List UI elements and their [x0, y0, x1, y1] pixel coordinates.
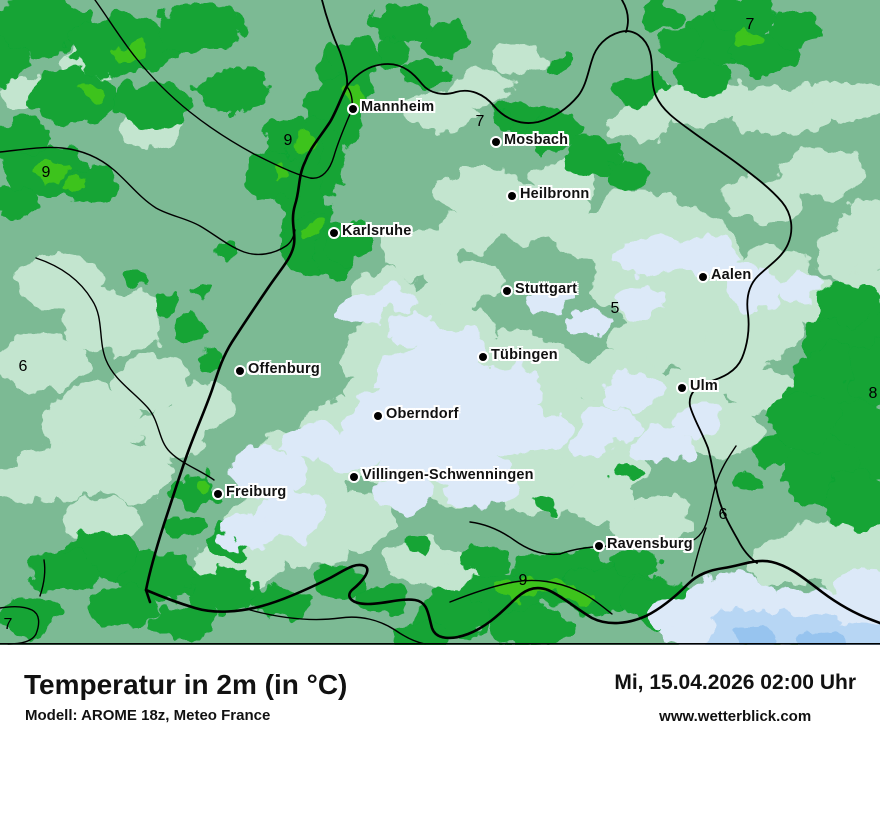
footer: Temperatur in 2m (in °C) Modell: AROME 1… — [0, 645, 880, 830]
website-credit: www.wetterblick.com — [659, 708, 812, 725]
map-title: Temperatur in 2m (in °C) — [24, 669, 348, 700]
temperature-map: Mannheim Mosbach Heilbronn Karlsruhe Stuttga… — [0, 0, 880, 645]
map-svg — [0, 0, 880, 645]
temperature-field — [0, 0, 880, 645]
model-info: Modell: AROME 18z, Meteo France — [25, 707, 271, 724]
border-lines — [0, 0, 880, 645]
footer-right: Mi, 15.04.2026 02:00 Uhr www.wetterblick… — [614, 671, 856, 725]
valid-datetime: Mi, 15.04.2026 02:00 Uhr — [614, 671, 856, 694]
